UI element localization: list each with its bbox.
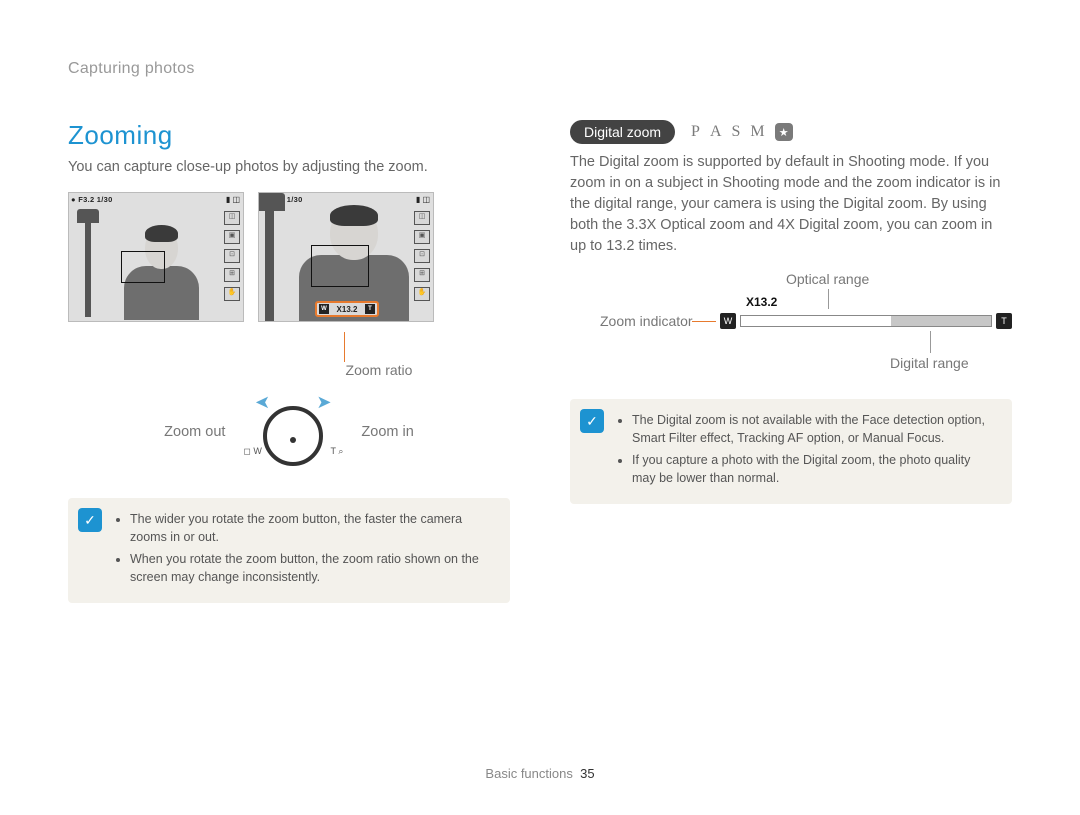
- breadcrumb: Capturing photos: [68, 60, 1012, 78]
- zoom-ratio-tag: W X13.2 T: [315, 301, 379, 317]
- dial-w-label: ◻ W: [243, 446, 261, 457]
- mode-p: P: [691, 123, 708, 141]
- lcd-preview-zoomed: ● F3.2 1/30 ▮ ◫ ◫▣⊡⊞✋ W X13.2 T: [258, 192, 434, 322]
- digital-zoom-body: The Digital zoom is supported by default…: [570, 152, 1012, 257]
- right-column: Digital zoom P A S M ★ The Digital zoom …: [570, 120, 1012, 603]
- zoom-ratio-value: X13.2: [337, 305, 358, 314]
- indicator-w-icon: W: [720, 313, 736, 329]
- footer-page-number: 35: [580, 766, 594, 781]
- dial-ring: [263, 406, 323, 466]
- zoom-indicator-diagram: Optical range Zoom indicator X13.2 W T D…: [570, 271, 1012, 371]
- note-item: If you capture a photo with the Digital …: [632, 451, 996, 487]
- lcd-row: ● F3.2 1/30 ▮ ◫ ◫▣⊡⊞✋ ● F3.2 1/30 ▮ ◫ ◫▣…: [68, 192, 510, 322]
- lcd-top-right-icons: ▮ ◫: [416, 195, 430, 204]
- note-item: The wider you rotate the zoom button, th…: [130, 510, 494, 546]
- indicator-track: [740, 315, 992, 327]
- digital-zoom-pill: Digital zoom: [570, 120, 675, 144]
- zoom-indicator-label: Zoom indicator: [600, 313, 693, 329]
- lcd-topbar: ● F3.2 1/30: [261, 195, 431, 204]
- callout-line: [344, 332, 345, 362]
- zoom-ratio-label: Zoom ratio: [248, 362, 510, 378]
- mode-letters: P A S M ★: [691, 123, 793, 141]
- lcd-preview-wide: ● F3.2 1/30 ▮ ◫ ◫▣⊡⊞✋: [68, 192, 244, 322]
- zoom-out-label: Zoom out: [164, 424, 225, 440]
- digital-range-label: Digital range: [890, 355, 969, 371]
- zoom-dial: ➤ ➤ ◻ W T ⌕: [245, 396, 341, 468]
- lcd-topbar: ● F3.2 1/30: [71, 195, 241, 204]
- note-item: The Digital zoom is not available with t…: [632, 411, 996, 447]
- digital-segment: [891, 316, 991, 326]
- indicator-bar: X13.2 W T: [720, 309, 1012, 333]
- indicator-t-icon: T: [996, 313, 1012, 329]
- zoom-dial-row: Zoom out ➤ ➤ ◻ W T ⌕ Zoom in: [68, 396, 510, 468]
- page-footer: Basic functions 35: [0, 766, 1080, 781]
- arrow-left-icon: ➤: [255, 392, 270, 413]
- optical-segment: [741, 316, 891, 326]
- note-box-left: ✓ The wider you rotate the zoom button, …: [68, 498, 510, 603]
- footer-section: Basic functions: [485, 766, 572, 781]
- mode-a: A: [710, 123, 730, 141]
- note-box-right: ✓ The Digital zoom is not available with…: [570, 399, 1012, 504]
- zoom-in-label: Zoom in: [361, 424, 413, 440]
- af-box: [311, 245, 369, 287]
- dial-t-label: T ⌕: [331, 446, 344, 457]
- indicator-x-value: X13.2: [746, 295, 777, 309]
- note-icon: ✓: [78, 508, 102, 532]
- intro-text: You can capture close-up photos by adjus…: [68, 157, 510, 178]
- lcd-top-right-icons: ▮ ◫: [226, 195, 240, 204]
- lcd-side-icons: ◫▣⊡⊞✋: [414, 211, 430, 301]
- zoom-t-icon: T: [365, 304, 375, 314]
- zoom-w-icon: W: [319, 304, 329, 314]
- mode-m: M: [750, 123, 772, 141]
- digital-zoom-header: Digital zoom P A S M ★: [570, 120, 1012, 144]
- lcd-side-icons: ◫▣⊡⊞✋: [224, 211, 240, 301]
- left-column: Zooming You can capture close-up photos …: [68, 120, 510, 603]
- mode-s: S: [732, 123, 749, 141]
- note-item: When you rotate the zoom button, the zoo…: [130, 550, 494, 586]
- af-box: [121, 251, 165, 283]
- mode-star-icon: ★: [775, 123, 793, 141]
- optical-range-label: Optical range: [786, 271, 869, 287]
- section-title: Zooming: [68, 120, 510, 151]
- note-icon: ✓: [580, 409, 604, 433]
- arrow-right-icon: ➤: [316, 392, 331, 413]
